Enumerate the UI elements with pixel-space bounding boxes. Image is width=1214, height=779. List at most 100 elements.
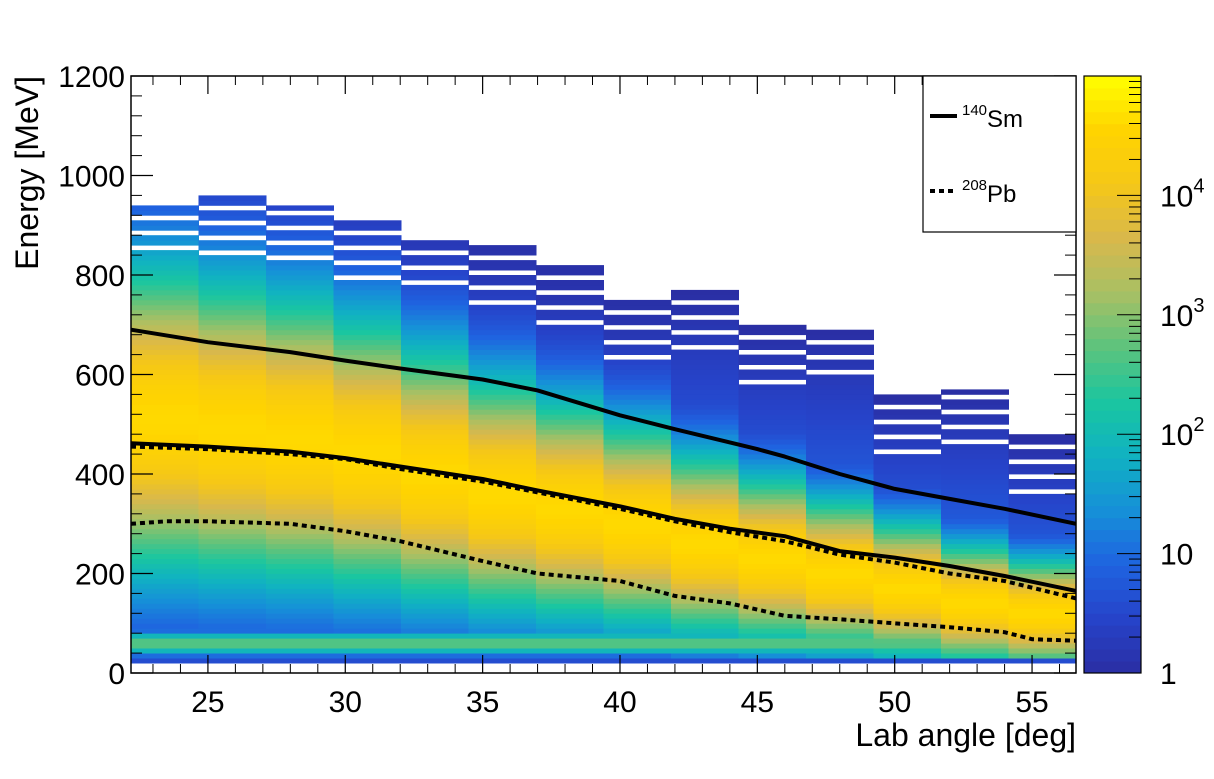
heatmap-cell — [198, 270, 267, 276]
heatmap-cell — [536, 563, 604, 569]
heatmap-cell — [266, 205, 334, 211]
legend-base-sm: Sm — [987, 106, 1023, 133]
heatmap-cell — [266, 319, 334, 326]
heatmap-cell — [198, 578, 267, 584]
heatmap-cell — [198, 508, 267, 515]
heatmap-cell — [401, 419, 469, 425]
heatmap-cell — [671, 628, 739, 634]
heatmap-cell — [333, 284, 402, 291]
heatmap-cell — [806, 638, 874, 644]
heatmap-cell — [401, 523, 469, 530]
heatmap-cell — [198, 568, 267, 574]
heatmap-cell — [401, 454, 469, 460]
heatmap-cell — [671, 513, 739, 520]
heatmap-cell — [198, 275, 267, 281]
heatmap-cell — [131, 503, 199, 510]
heatmap-cell — [671, 613, 739, 619]
heatmap-cell — [603, 409, 672, 415]
heatmap-cell — [671, 294, 739, 301]
heatmap-cell — [671, 508, 739, 515]
heatmap-cell — [738, 474, 807, 480]
heatmap-cell — [198, 225, 267, 231]
heatmap-cell — [468, 508, 537, 515]
heatmap-cell — [131, 523, 199, 530]
heatmap-cell — [603, 568, 672, 574]
heatmap-cell — [671, 394, 739, 400]
heatmap-cell — [468, 364, 537, 370]
heatmap-cell — [468, 553, 537, 559]
heatmap-cell — [333, 488, 402, 495]
heatmap-cell — [131, 588, 199, 594]
heatmap-cell — [131, 364, 199, 370]
heatmap-cell — [333, 389, 402, 395]
colorbar-segment — [1084, 76, 1141, 89]
heatmap-cell — [603, 369, 672, 375]
colorbar-segment — [1084, 625, 1141, 638]
heatmap-cell — [266, 538, 334, 545]
heatmap-cell — [401, 498, 469, 505]
heatmap-cell — [873, 598, 942, 604]
heatmap-cell — [1008, 583, 1077, 589]
heatmap-cell — [401, 284, 469, 291]
heatmap-cell — [468, 578, 537, 584]
heatmap-cell — [806, 593, 874, 599]
heatmap-cell — [266, 379, 334, 385]
heatmap-cell — [536, 464, 604, 470]
heatmap-cell — [536, 474, 604, 480]
heatmap-cell — [873, 603, 942, 609]
heatmap-cell — [536, 339, 604, 346]
heatmap-cell — [806, 389, 874, 395]
heatmap-cell — [873, 643, 942, 649]
heatmap-cell — [671, 603, 739, 609]
heatmap-cell — [266, 280, 334, 286]
heatmap-cell — [333, 469, 402, 475]
colorbar-segment — [1084, 613, 1141, 626]
heatmap-cell — [536, 284, 604, 291]
heatmap-cell — [131, 533, 199, 540]
heatmap-cell — [468, 538, 537, 545]
heatmap-cell — [806, 633, 874, 639]
colorbar-segment — [1084, 493, 1141, 507]
heatmap-cell — [806, 449, 874, 455]
heatmap-cell — [738, 394, 807, 400]
heatmap-cell — [536, 354, 604, 360]
heatmap-cell — [1008, 533, 1077, 540]
heatmap-cell — [131, 384, 199, 390]
colorbar-tick-label: 104 — [1160, 175, 1205, 213]
heatmap-cell — [131, 459, 199, 465]
colorbar-segment — [1084, 422, 1141, 435]
heatmap-cell — [536, 488, 604, 495]
heatmap-cell — [266, 230, 334, 236]
heatmap-cell — [266, 444, 334, 450]
heatmap-cell — [941, 464, 1009, 470]
y-tick-label: 400 — [75, 459, 125, 492]
heatmap-cell — [198, 404, 267, 410]
heatmap-cell — [536, 613, 604, 619]
heatmap-cell — [671, 553, 739, 559]
heatmap-cell — [131, 374, 199, 380]
pb-curve — [130, 444, 1077, 601]
heatmap-cell — [603, 528, 672, 535]
heatmap-cell — [603, 404, 672, 410]
heatmap-cell — [806, 474, 874, 480]
heatmap-cell — [401, 653, 469, 659]
heatmap-cell — [536, 623, 604, 629]
heatmap-cell — [131, 548, 199, 554]
heatmap-cell — [198, 484, 267, 490]
heatmap-cell — [671, 623, 739, 629]
heatmap-cell — [468, 484, 537, 490]
heatmap-cell — [941, 508, 1009, 515]
heatmap-cell — [738, 439, 807, 445]
heatmap-cell — [671, 488, 739, 495]
heatmap-cell — [806, 543, 874, 549]
heatmap-cell — [873, 474, 942, 480]
heatmap-cell — [806, 384, 874, 390]
heatmap-cell — [671, 464, 739, 470]
heatmap-cell — [333, 583, 402, 589]
heatmap-cell — [536, 479, 604, 485]
heatmap-cell — [198, 240, 267, 246]
heatmap-cell — [468, 354, 537, 360]
heatmap-cell — [198, 414, 267, 420]
heatmap-cell — [536, 270, 604, 276]
heatmap-cell — [401, 414, 469, 420]
